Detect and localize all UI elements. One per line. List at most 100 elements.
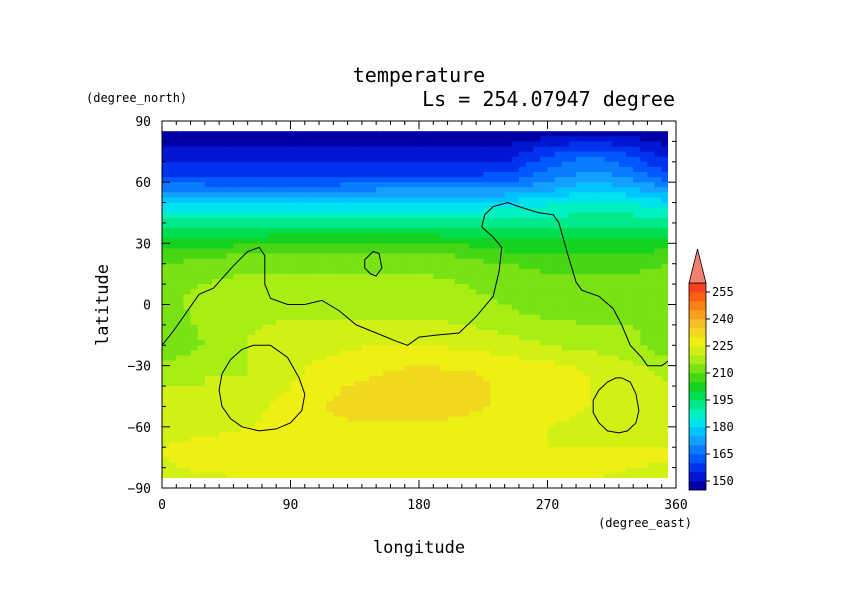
field-cell xyxy=(183,274,191,280)
field-cell xyxy=(255,361,263,367)
field-cell xyxy=(326,146,334,152)
field-cell xyxy=(326,371,334,377)
field-cell xyxy=(448,432,456,438)
field-cell xyxy=(662,452,670,458)
field-cell xyxy=(548,340,556,346)
field-cell xyxy=(283,136,291,142)
field-cell xyxy=(505,417,513,423)
field-cell xyxy=(233,422,241,428)
field-cell xyxy=(405,330,413,336)
field-cell xyxy=(647,172,655,178)
field-cell xyxy=(548,310,556,316)
field-cell xyxy=(440,427,448,433)
field-cell xyxy=(340,340,348,346)
field-cell xyxy=(605,473,613,479)
field-cell xyxy=(490,177,498,183)
field-cell xyxy=(440,254,448,260)
field-cell xyxy=(669,366,677,372)
field-cell xyxy=(440,177,448,183)
field-cell xyxy=(562,294,570,300)
field-cell xyxy=(383,141,391,147)
field-cell xyxy=(412,259,420,265)
field-cell xyxy=(298,274,306,280)
field-cell xyxy=(369,203,377,209)
field-cell xyxy=(198,197,206,203)
field-cell xyxy=(555,432,563,438)
field-cell xyxy=(619,269,627,275)
field-cell xyxy=(305,330,313,336)
field-cell xyxy=(283,417,291,423)
field-cell xyxy=(383,223,391,229)
field-cell xyxy=(390,468,398,474)
field-cell xyxy=(540,335,548,341)
field-cell xyxy=(562,432,570,438)
field-cell xyxy=(419,213,427,219)
field-cell xyxy=(191,197,199,203)
field-cell xyxy=(169,381,177,387)
field-cell xyxy=(348,264,356,270)
field-cell xyxy=(569,152,577,158)
field-cell xyxy=(576,330,584,336)
field-cell xyxy=(555,330,563,336)
field-cell xyxy=(669,325,677,331)
field-cell xyxy=(255,131,263,137)
field-cell xyxy=(376,325,384,331)
field-cell xyxy=(433,172,441,178)
field-cell xyxy=(433,167,441,173)
field-cell xyxy=(269,218,277,224)
field-cell xyxy=(340,208,348,214)
field-cell xyxy=(455,197,463,203)
field-cell xyxy=(455,350,463,356)
field-cell xyxy=(319,305,327,311)
field-cell xyxy=(355,269,363,275)
field-cell xyxy=(647,463,655,469)
field-cell xyxy=(312,197,320,203)
field-cell xyxy=(383,182,391,188)
field-cell xyxy=(469,223,477,229)
field-cell xyxy=(326,299,334,305)
field-cell xyxy=(362,294,370,300)
field-cell xyxy=(269,355,277,361)
field-cell xyxy=(540,457,548,463)
field-cell xyxy=(248,381,256,387)
field-cell xyxy=(226,335,234,341)
field-cell xyxy=(183,437,191,443)
field-cell xyxy=(469,422,477,428)
field-cell xyxy=(248,299,256,305)
field-cell xyxy=(255,432,263,438)
field-cell xyxy=(669,432,677,438)
field-cell xyxy=(647,406,655,412)
field-cell xyxy=(283,146,291,152)
field-cell xyxy=(176,381,184,387)
field-cell xyxy=(305,213,313,219)
field-cell xyxy=(576,355,584,361)
field-cell xyxy=(569,203,577,209)
field-cell xyxy=(519,376,527,382)
field-cell xyxy=(305,345,313,351)
field-cell xyxy=(248,187,256,193)
field-cell xyxy=(555,381,563,387)
field-cell xyxy=(362,371,370,377)
field-cell xyxy=(198,177,206,183)
field-cell xyxy=(519,391,527,397)
field-cell xyxy=(526,136,534,142)
field-cell xyxy=(533,136,541,142)
field-cell xyxy=(298,437,306,443)
field-cell xyxy=(291,218,299,224)
field-cell xyxy=(183,396,191,402)
field-cell xyxy=(412,406,420,412)
field-cell xyxy=(448,447,456,453)
field-cell xyxy=(490,310,498,316)
field-cell xyxy=(255,152,263,158)
field-cell xyxy=(340,248,348,254)
field-cell xyxy=(640,197,648,203)
field-cell xyxy=(169,355,177,361)
field-cell xyxy=(305,192,313,198)
field-cell xyxy=(333,152,341,158)
field-cell xyxy=(590,254,598,260)
field-cell xyxy=(212,177,220,183)
field-cell xyxy=(469,167,477,173)
field-cell xyxy=(383,345,391,351)
field-cell xyxy=(362,289,370,295)
field-cell xyxy=(212,427,220,433)
